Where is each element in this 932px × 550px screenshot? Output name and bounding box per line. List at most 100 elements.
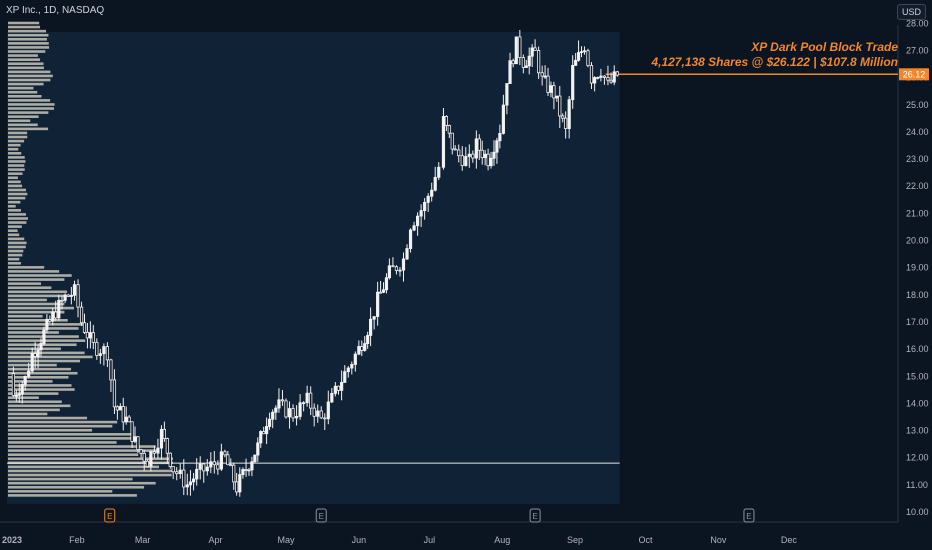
candle-body xyxy=(574,59,578,66)
volume-profile-bar xyxy=(8,123,38,127)
volume-profile-bar xyxy=(8,229,18,232)
volume-profile-bar xyxy=(8,314,43,318)
candle-body xyxy=(76,284,80,308)
candle-body xyxy=(483,153,487,159)
candle-body xyxy=(549,85,553,93)
candle-body xyxy=(280,399,285,402)
candle-body xyxy=(48,319,52,322)
candle-body xyxy=(57,299,61,319)
volume-profile-bar xyxy=(8,274,72,277)
candle-body xyxy=(433,176,437,191)
volume-profile-bar xyxy=(8,445,156,448)
volume-profile-bar xyxy=(8,339,86,342)
candle-body xyxy=(571,64,575,101)
candle-body xyxy=(363,343,367,351)
candle-body xyxy=(387,265,392,279)
candle-body xyxy=(109,359,113,381)
candle-body xyxy=(599,75,603,78)
volume-profile-bar xyxy=(8,21,40,25)
candle-body xyxy=(23,376,27,385)
candle-body xyxy=(66,294,70,297)
candle-body xyxy=(212,461,216,466)
candle-body xyxy=(394,266,399,271)
price-tag-label: 26.12 xyxy=(903,69,926,79)
volume-profile-bar xyxy=(8,127,49,131)
volume-profile-bar xyxy=(8,90,38,94)
volume-profile-bar xyxy=(8,131,28,135)
candle-body xyxy=(191,478,196,483)
volume-profile-bar xyxy=(8,209,21,212)
volume-profile-bar xyxy=(8,457,173,461)
candle-body xyxy=(474,138,478,159)
volume-profile-bar xyxy=(8,261,21,265)
volume-profile-bar xyxy=(8,217,28,220)
volume-profile-bar xyxy=(8,290,68,294)
candle-body xyxy=(229,464,233,467)
candle-body xyxy=(209,461,213,468)
currency-button[interactable]: USD xyxy=(896,4,926,20)
volume-profile-bar xyxy=(8,180,21,184)
candle-body xyxy=(602,75,607,78)
candle-body xyxy=(444,116,448,126)
candle-body xyxy=(195,468,199,480)
volume-profile-bar xyxy=(8,37,47,41)
volume-profile-bar xyxy=(8,66,44,70)
earnings-marker-letter: E xyxy=(746,512,751,521)
candle-body xyxy=(514,36,518,65)
candle-body xyxy=(118,406,122,411)
candle-body xyxy=(105,346,109,361)
candle-body xyxy=(460,155,464,166)
volume-profile-bar xyxy=(8,441,117,444)
candle-body xyxy=(357,346,361,355)
candles xyxy=(11,29,619,497)
candle-body xyxy=(302,402,306,405)
candle-body xyxy=(471,153,475,159)
candle-body xyxy=(17,393,21,396)
candle-body xyxy=(612,71,616,83)
candle-body xyxy=(121,406,125,423)
candle-body xyxy=(518,36,522,59)
annotation-detail: 4,127,138 Shares @ $26.122 | $107.8 Mill… xyxy=(651,55,898,69)
volume-profile-bar xyxy=(8,184,23,188)
candle-body xyxy=(312,407,316,417)
candle-body xyxy=(198,463,202,470)
volume-profile-bar xyxy=(8,481,156,485)
candle-body xyxy=(178,469,182,475)
candle-body xyxy=(88,332,92,339)
candle-body xyxy=(241,469,245,475)
candle-body xyxy=(133,436,137,442)
candle-body xyxy=(319,410,323,419)
volume-profile-bar xyxy=(8,286,52,290)
volume-profile-bar xyxy=(8,327,79,330)
volume-profile-bar xyxy=(8,70,51,74)
candle-body xyxy=(353,353,357,365)
candle-body xyxy=(136,436,140,451)
volume-profile-bar xyxy=(8,253,23,257)
volume-profile-bar xyxy=(8,351,85,355)
candle-body xyxy=(527,55,531,67)
candle-body xyxy=(609,79,613,83)
volume-profile-bar xyxy=(8,233,20,237)
candle-body xyxy=(54,311,58,319)
candle-body xyxy=(226,454,230,466)
candle-body xyxy=(589,65,594,84)
volume-profile-bar xyxy=(8,306,74,310)
candle-body xyxy=(333,385,337,394)
candle-body xyxy=(381,289,386,293)
volume-profile-bar xyxy=(8,221,27,224)
candle-body xyxy=(384,277,389,291)
volume-profile-bar xyxy=(8,428,93,432)
volume-profile-bar xyxy=(8,213,26,216)
volume-profile-bar xyxy=(8,200,21,204)
candle-body xyxy=(162,428,166,439)
candle-body xyxy=(39,342,43,351)
candle-body xyxy=(168,452,172,467)
candle-body xyxy=(188,481,193,486)
volume-profile-bar xyxy=(8,25,41,29)
candle-body xyxy=(378,291,383,294)
candle-body xyxy=(262,431,266,435)
y-tick-label: 12.00 xyxy=(906,453,929,463)
candle-body xyxy=(426,195,430,203)
volume-profile-bar xyxy=(8,278,65,281)
